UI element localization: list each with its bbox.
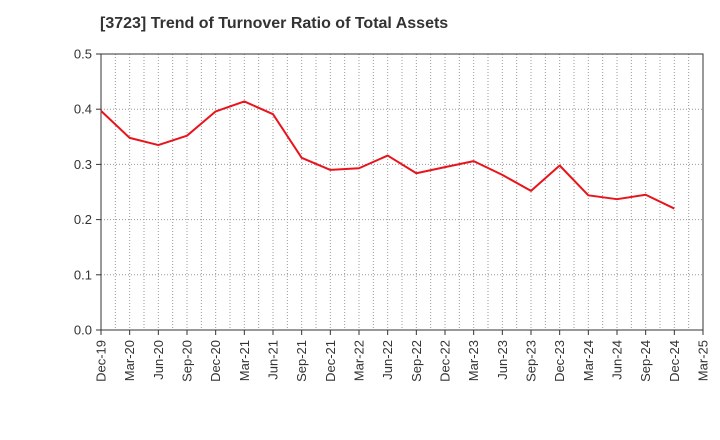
x-axis-ticks: Dec-19 Mar-20 Jun-20 Sep-20 Dec-20 Mar-21 Jun-…	[94, 330, 711, 382]
x-tick-label: Dec-22	[438, 340, 453, 382]
x-tick-label: Mar-20	[122, 340, 137, 381]
y-tick-label: 0.1	[74, 267, 92, 282]
x-tick-label: Dec-23	[552, 340, 567, 382]
x-tick-label: Sep-23	[524, 340, 539, 382]
x-tick-label: Mar-23	[466, 340, 481, 381]
x-tick-label: Sep-22	[409, 340, 424, 382]
plot-frame	[100, 53, 704, 331]
y-tick-label: 0.5	[74, 47, 92, 62]
y-tick-label: 0.4	[74, 102, 92, 117]
x-tick-label: Jun-21	[266, 340, 281, 380]
x-tick-label: Dec-20	[208, 340, 223, 382]
x-tick-label: Jun-20	[151, 340, 166, 380]
x-tick-label: Sep-24	[638, 340, 653, 382]
y-tick-label: 0.3	[74, 157, 92, 172]
x-tick-label: Jun-23	[495, 340, 510, 380]
x-tick-label: Mar-22	[352, 340, 367, 381]
x-tick-label: Jun-24	[610, 340, 625, 380]
x-tick-label: Dec-19	[94, 340, 109, 382]
x-tick-label: Mar-21	[237, 340, 252, 381]
x-tick-label: Jun-22	[380, 340, 395, 380]
series-line	[100, 100, 675, 210]
x-tick-label: Dec-24	[667, 340, 682, 382]
x-tick-label: Mar-24	[581, 340, 596, 381]
x-tick-label: Dec-21	[323, 340, 338, 382]
y-tick-label: 0.2	[74, 212, 92, 227]
y-axis-ticks: 0.0 0.1 0.2 0.3 0.4 0.5	[74, 47, 101, 338]
chart-title: [3723] Trend of Turnover Ratio of Total …	[100, 15, 449, 32]
x-tick-label: Mar-25	[696, 340, 711, 381]
x-tick-label: Sep-21	[294, 340, 309, 382]
series-layer	[100, 100, 675, 210]
x-tick-label: Sep-20	[180, 340, 195, 382]
y-tick-label: 0.0	[74, 323, 92, 338]
grid-layer	[101, 54, 703, 330]
